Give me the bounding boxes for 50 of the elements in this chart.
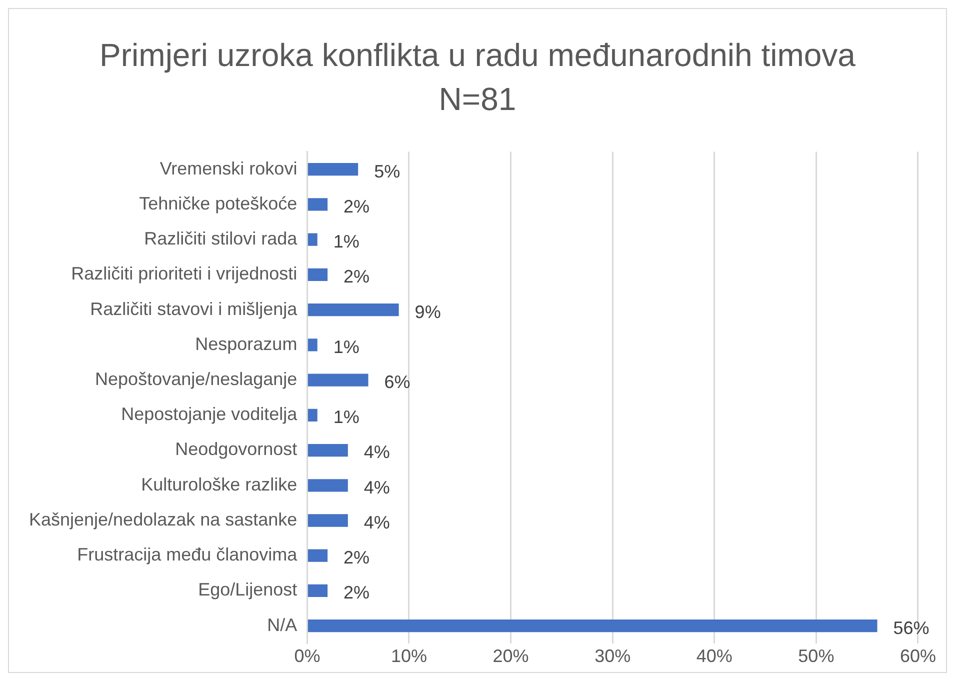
data-label: 4% xyxy=(364,477,390,498)
x-tick-label: 0% xyxy=(294,646,320,666)
y-tick-label: Različiti stilovi rada xyxy=(144,228,298,249)
x-tick-label: 40% xyxy=(696,646,732,666)
data-label: 56% xyxy=(893,618,930,638)
bar xyxy=(308,479,348,492)
y-tick-label: Vremenski rokovi xyxy=(160,158,298,178)
y-tick-label: Različiti stavovi i mišljenja xyxy=(90,298,298,319)
y-tick-label: Nesporazum xyxy=(195,334,298,354)
bar xyxy=(308,444,348,457)
bar xyxy=(308,338,318,352)
bar xyxy=(308,549,328,562)
y-tick-label: Neodgovornost xyxy=(175,439,298,460)
y-tick-label: Nepostojanje voditelja xyxy=(121,404,298,424)
y-tick-label: Različiti prioriteti i vrijednosti xyxy=(71,264,298,284)
bar xyxy=(308,374,368,386)
x-tick-label: 20% xyxy=(492,646,529,666)
chart-title: Primjeri uzroka konflikta u radu međunarodnih timova N=81 xyxy=(98,36,856,119)
data-label: 4% xyxy=(364,442,390,462)
bar xyxy=(308,303,399,316)
y-tick-label: Tehničke poteškoće xyxy=(139,193,298,214)
data-label: 1% xyxy=(333,407,360,428)
y-tick-label: N/A xyxy=(267,614,298,635)
y-tick-label: Kašnjenje/nedolazak na sastanke xyxy=(28,509,298,530)
y-tick-label: Nepoštovanje/neslaganje xyxy=(95,369,298,390)
data-label: 2% xyxy=(344,196,370,216)
data-label: 2% xyxy=(344,548,370,568)
bar xyxy=(308,584,328,598)
x-tick-label: 30% xyxy=(594,646,631,666)
data-label: 9% xyxy=(414,302,441,322)
data-label: 2% xyxy=(344,266,370,287)
data-label: 5% xyxy=(374,161,400,182)
data-label: 1% xyxy=(333,232,360,252)
bar xyxy=(308,514,348,527)
data-label: 1% xyxy=(333,336,360,357)
data-label: 6% xyxy=(384,372,410,392)
bar xyxy=(308,163,358,176)
y-tick-label: Frustracija među članovima xyxy=(77,544,298,565)
bar xyxy=(308,408,318,422)
x-tick-label: 50% xyxy=(798,646,834,666)
bar xyxy=(308,233,318,246)
x-tick-label: 60% xyxy=(900,646,936,666)
y-tick-label: Kulturološke razlike xyxy=(141,474,298,494)
x-tick-label: 10% xyxy=(390,646,428,666)
data-label: 2% xyxy=(344,582,370,603)
y-tick-label: Ego/Lijenost xyxy=(198,580,298,600)
bar xyxy=(308,620,878,632)
bar xyxy=(308,268,328,282)
bar xyxy=(308,198,328,211)
data-label: 4% xyxy=(364,512,390,532)
